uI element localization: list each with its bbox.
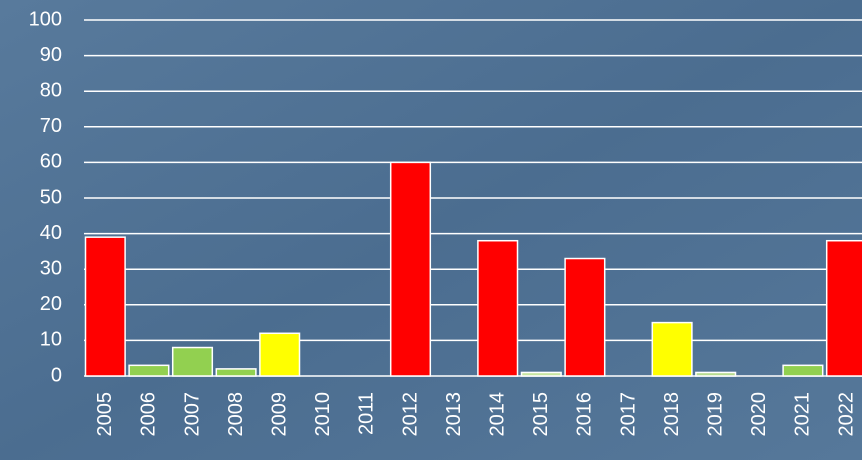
x-tick-label: 2006 [138,392,160,437]
bar [564,257,606,377]
x-tick-label: 2019 [704,392,726,437]
x-tick-label: 2009 [268,392,290,437]
x-tick-label: 2017 [617,392,639,437]
x-tick-label: 2012 [399,392,421,437]
y-tick-label: 100 [29,8,62,30]
x-tick-label: 2007 [181,392,203,437]
bar [520,371,562,377]
bar [259,332,301,377]
x-tick-label: 2015 [530,392,552,437]
x-tick-label: 2011 [356,392,378,435]
bar [171,346,214,377]
y-tick-label: 90 [40,44,62,66]
y-tick-label: 60 [40,151,62,173]
y-tick-label: 40 [40,222,62,244]
x-tick-label: 2016 [574,392,596,437]
bar [389,161,432,377]
bar [84,236,126,377]
y-tick-label: 50 [40,186,62,208]
bar [215,368,257,377]
bar [695,371,737,377]
bar [651,321,693,377]
x-tick-label: 2022 [835,392,857,437]
x-tick-label: 2005 [94,392,116,437]
y-tick-label: 0 [51,364,62,386]
x-tick-label: 2010 [312,392,334,437]
x-tick-label: 2008 [225,392,247,437]
x-tick-label: 2020 [748,392,770,437]
bar [782,364,824,377]
x-tick-label: 2013 [443,392,465,437]
bar [128,364,170,377]
y-tick-label: 80 [40,79,62,101]
y-tick-label: 70 [40,115,62,137]
x-tick-label: 2018 [661,392,683,437]
y-tick-label: 20 [40,293,62,315]
y-tick-label: 30 [40,257,62,279]
y-tick-label: 10 [40,329,62,351]
x-tick-label: 2014 [486,392,508,437]
x-tick-label: 2021 [792,392,814,437]
bar [477,239,519,377]
bar [825,239,862,377]
